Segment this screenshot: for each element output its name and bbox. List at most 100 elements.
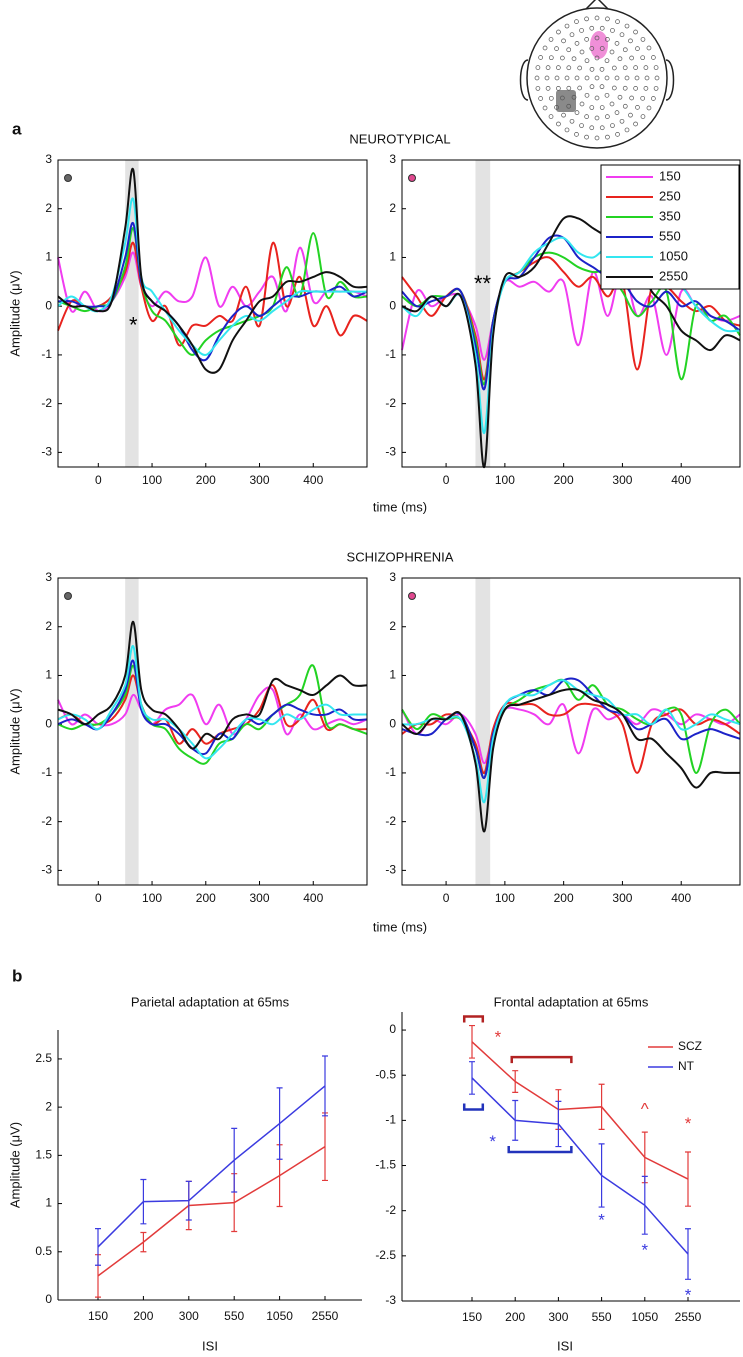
x-tick-label: 100 [142, 891, 162, 905]
electrode [564, 23, 570, 29]
y-tick-label: 3 [389, 570, 396, 584]
x-tick-label: 100 [495, 891, 515, 905]
electrode [610, 123, 615, 128]
electrode [579, 123, 584, 128]
electrode [548, 95, 554, 101]
y-tick-label: -0.5 [375, 1067, 396, 1081]
x-axis-label: time (ms) [373, 499, 427, 514]
electrode [548, 114, 554, 119]
annotation: * [489, 1132, 496, 1151]
electrode [599, 105, 605, 110]
x-tick-label: 400 [303, 891, 323, 905]
electrode [617, 56, 623, 62]
ear [665, 59, 675, 101]
x-tick-label: 200 [554, 891, 574, 905]
electrode [579, 49, 585, 55]
significance-bracket [510, 1055, 573, 1064]
y-tick-label: -2 [41, 396, 52, 410]
erp-line [57, 686, 368, 736]
annotation: * [685, 1286, 692, 1305]
chart-title: Frontal adaptation at 65ms [494, 994, 649, 1009]
electrode [599, 46, 605, 51]
parietal-cluster [556, 90, 576, 112]
y-tick-label: -1 [385, 1113, 396, 1127]
electrode [605, 16, 610, 22]
electrode [571, 56, 577, 62]
plot-frame [57, 159, 368, 468]
electrode [535, 65, 541, 70]
electrode [589, 46, 595, 51]
x-tick-label: 150 [88, 1309, 108, 1323]
erp-line [401, 688, 740, 833]
y-tick-label: -1.5 [375, 1158, 396, 1172]
electrode [548, 37, 554, 42]
electrode [609, 49, 615, 55]
series-line [471, 1077, 689, 1255]
panel-label: b [12, 966, 22, 985]
legend-label: 2550 [659, 268, 688, 283]
legend-label: 350 [659, 208, 681, 223]
electrode [545, 65, 551, 70]
electrode [584, 37, 589, 42]
x-tick-label: 400 [303, 473, 323, 487]
y-tick-label: -1 [41, 347, 52, 361]
x-tick-label: 0 [443, 891, 450, 905]
electrode [614, 75, 620, 81]
electrode [560, 55, 565, 61]
electrode [538, 96, 543, 101]
electrode [554, 46, 559, 51]
electrode-marker [64, 174, 72, 182]
annotation: * [495, 1027, 502, 1046]
erp-line [57, 167, 368, 374]
panel-label: a [12, 119, 22, 138]
electrode [548, 55, 554, 61]
erp-line [57, 645, 367, 760]
electrode [535, 86, 541, 91]
electrode [643, 86, 649, 91]
electrode [604, 58, 610, 64]
electrode [640, 114, 646, 119]
electrode [561, 38, 566, 44]
annotation: * [129, 313, 138, 338]
annotation: ^ [641, 1100, 649, 1119]
x-tick-label: 300 [612, 891, 632, 905]
y-tick-label: 3 [45, 152, 52, 166]
erp-line [57, 674, 368, 745]
electrode [544, 75, 550, 81]
y-tick-label: 2 [45, 1099, 52, 1113]
y-tick-label: 0 [45, 716, 52, 730]
x-tick-label: 200 [196, 891, 216, 905]
chart-title: Parietal adaptation at 65ms [131, 994, 290, 1009]
x-tick-label: 550 [592, 1310, 612, 1324]
series-line [471, 1041, 689, 1180]
electrode [577, 85, 583, 91]
legend-label: 250 [659, 188, 681, 203]
x-tick-label: 400 [671, 891, 691, 905]
electrode [579, 28, 584, 33]
x-tick-label: 300 [548, 1310, 568, 1324]
electrode [594, 135, 600, 141]
shaded-window [475, 578, 491, 885]
x-tick-label: 300 [250, 473, 270, 487]
legend-label: NT [678, 1059, 695, 1073]
electrode [599, 25, 605, 31]
series-line [97, 1146, 326, 1277]
legend-label: 150 [659, 168, 681, 183]
series-line [97, 1085, 326, 1248]
y-tick-label: 0 [389, 716, 396, 730]
electrode [569, 32, 575, 38]
electrode [609, 101, 615, 107]
electrode [577, 65, 583, 71]
electrode [589, 66, 595, 72]
electrode [599, 125, 605, 131]
electrode [653, 65, 659, 70]
x-tick-label: 2550 [675, 1310, 702, 1324]
electrode [564, 127, 570, 133]
x-tick-label: 300 [250, 891, 270, 905]
significance-bracket [462, 1015, 485, 1023]
electrode [584, 75, 590, 81]
y-axis-label: Amplitude (μV) [7, 270, 22, 356]
electrode [619, 32, 625, 38]
